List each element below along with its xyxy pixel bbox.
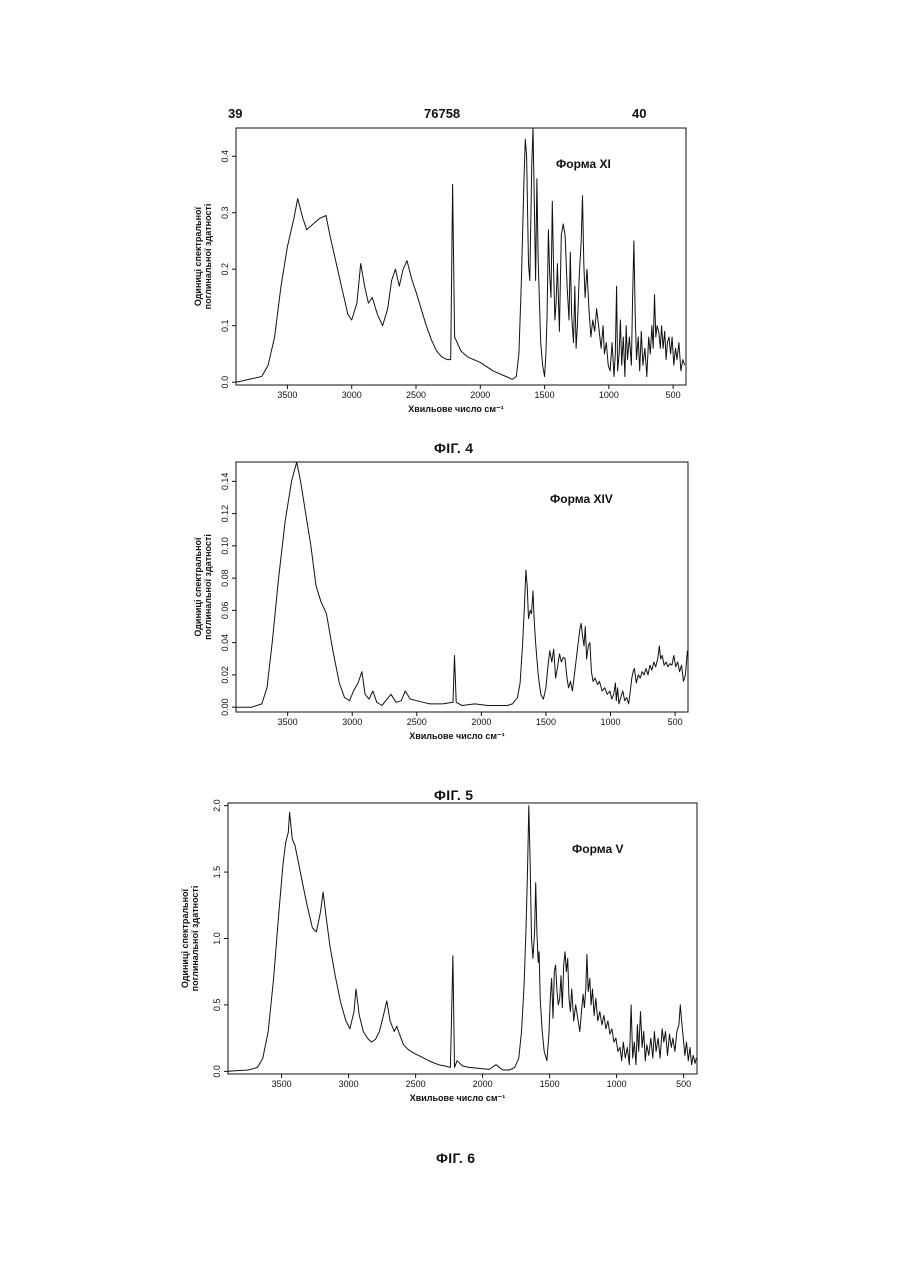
spectrum-line: [236, 128, 685, 382]
y-tick-label: 0.10: [220, 537, 230, 555]
y-tick-label: 0.0: [220, 376, 230, 389]
figure-caption-5: ФІГ. 5: [434, 787, 473, 803]
y-tick-label: 0.14: [220, 473, 230, 491]
y-tick-label: 0.0: [212, 1065, 222, 1078]
y-axis-label: Одиниці спектральної: [193, 537, 203, 637]
y-tick-label: 0.06: [220, 602, 230, 620]
y-tick-label: 0.02: [220, 666, 230, 684]
figure-caption-4: ФІГ. 4: [434, 440, 473, 456]
y-axis-label: поглинальної здатності: [203, 534, 213, 640]
y-tick-label: 2.0: [212, 799, 222, 812]
x-tick-label: 2500: [406, 1079, 426, 1089]
x-axis-label: Хвильове число см⁻¹: [408, 404, 504, 414]
y-tick-label: 0.12: [220, 505, 230, 523]
y-axis-label: поглинальної здатності: [190, 886, 200, 992]
x-tick-label: 500: [666, 390, 681, 400]
x-tick-label: 3500: [277, 390, 297, 400]
plot-frame: [228, 803, 697, 1074]
x-tick-label: 2500: [407, 717, 427, 727]
x-tick-label: 1000: [600, 717, 620, 727]
x-tick-label: 3000: [342, 390, 362, 400]
y-tick-label: 0.3: [220, 206, 230, 219]
figure-caption-6: ФІГ. 6: [436, 1150, 475, 1166]
x-tick-label: 2000: [471, 717, 491, 727]
spectrum-line: [236, 462, 687, 707]
x-tick-label: 3000: [339, 1079, 359, 1089]
y-axis-label: поглинальної здатності: [203, 204, 213, 310]
y-tick-label: 0.5: [212, 999, 222, 1012]
y-tick-label: 0.4: [220, 150, 230, 163]
legend-label: Форма XI: [556, 157, 611, 171]
plot-frame: [236, 128, 686, 385]
x-tick-label: 3500: [272, 1079, 292, 1089]
x-tick-label: 1500: [540, 1079, 560, 1089]
x-tick-label: 1000: [607, 1079, 627, 1089]
y-tick-label: 0.2: [220, 263, 230, 276]
x-tick-label: 3000: [342, 717, 362, 727]
x-tick-label: 2000: [473, 1079, 493, 1089]
y-tick-label: 0.00: [220, 698, 230, 716]
y-tick-label: 1.5: [212, 866, 222, 879]
y-tick-label: 1.0: [212, 932, 222, 945]
y-tick-label: 0.08: [220, 569, 230, 587]
x-tick-label: 1500: [536, 717, 556, 727]
x-tick-label: 500: [668, 717, 683, 727]
x-tick-label: 1000: [599, 390, 619, 400]
x-tick-label: 2500: [406, 390, 426, 400]
y-axis-label: Одиниці спектральної: [193, 206, 203, 306]
x-tick-label: 3500: [278, 717, 298, 727]
chart-fig-4: 3500 3000 2500 2000 1500 1000 500 0.0 0.1 0.2 0.3 0…: [193, 128, 686, 414]
x-axis-label: Хвильове число см⁻¹: [409, 731, 505, 741]
x-tick-label: 2000: [470, 390, 490, 400]
y-tick-label: 0.1: [220, 319, 230, 332]
spectrum-line: [228, 806, 696, 1072]
legend-label: Форма XIV: [550, 492, 613, 506]
y-axis-label: Одиниці спектральної: [180, 888, 190, 988]
x-axis-label: Хвильове число см⁻¹: [410, 1093, 506, 1103]
legend-label: Форма V: [572, 842, 623, 856]
chart-fig-6: 3500 3000 2500 2000 1500 1000 500 0.0 0.5 1.0 1.5 2…: [180, 799, 697, 1103]
y-tick-label: 0.04: [220, 634, 230, 652]
x-tick-label: 1500: [535, 390, 555, 400]
chart-fig-5: 3500 3000 2500 2000 1500 1000 500 0.00 0.02 0.04 0…: [193, 462, 688, 741]
x-tick-label: 500: [676, 1079, 691, 1089]
